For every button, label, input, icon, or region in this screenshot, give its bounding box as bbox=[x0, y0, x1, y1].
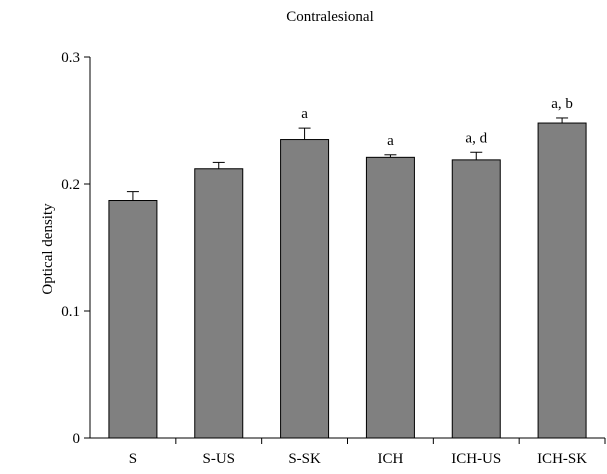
y-tick-label: 0.2 bbox=[61, 177, 80, 193]
bar bbox=[108, 200, 158, 439]
x-tick-label: ICH-US bbox=[451, 451, 501, 467]
y-tick-label: 0.3 bbox=[61, 50, 80, 66]
bar bbox=[365, 156, 415, 439]
y-tick-labels: 0 0.1 0.2 0.3 bbox=[61, 50, 80, 447]
significance-label: a, d bbox=[465, 130, 487, 146]
bar bbox=[537, 122, 587, 439]
bars: a a a, d a, b bbox=[108, 96, 587, 439]
x-tick-label: ICH-SK bbox=[537, 451, 587, 467]
y-tick-label: 0.1 bbox=[61, 304, 80, 320]
significance-label: a bbox=[301, 106, 308, 122]
x-tick-label: ICH bbox=[377, 451, 403, 467]
significance-label: a bbox=[387, 133, 394, 149]
chart-title: Contralesional bbox=[286, 9, 373, 25]
axes bbox=[84, 56, 606, 444]
x-tick-labels: S S-US S-SK ICH ICH-US ICH-SK bbox=[129, 451, 588, 467]
y-axis-label: Optical density bbox=[40, 203, 56, 295]
significance-label: a, b bbox=[551, 96, 573, 112]
x-tick-label: S-SK bbox=[288, 451, 321, 467]
x-tick-label: S-US bbox=[202, 451, 235, 467]
bar bbox=[280, 139, 330, 439]
y-tick-label: 0 bbox=[73, 431, 81, 447]
bar bbox=[194, 168, 244, 439]
bar bbox=[451, 159, 501, 439]
x-tick-label: S bbox=[129, 451, 137, 467]
